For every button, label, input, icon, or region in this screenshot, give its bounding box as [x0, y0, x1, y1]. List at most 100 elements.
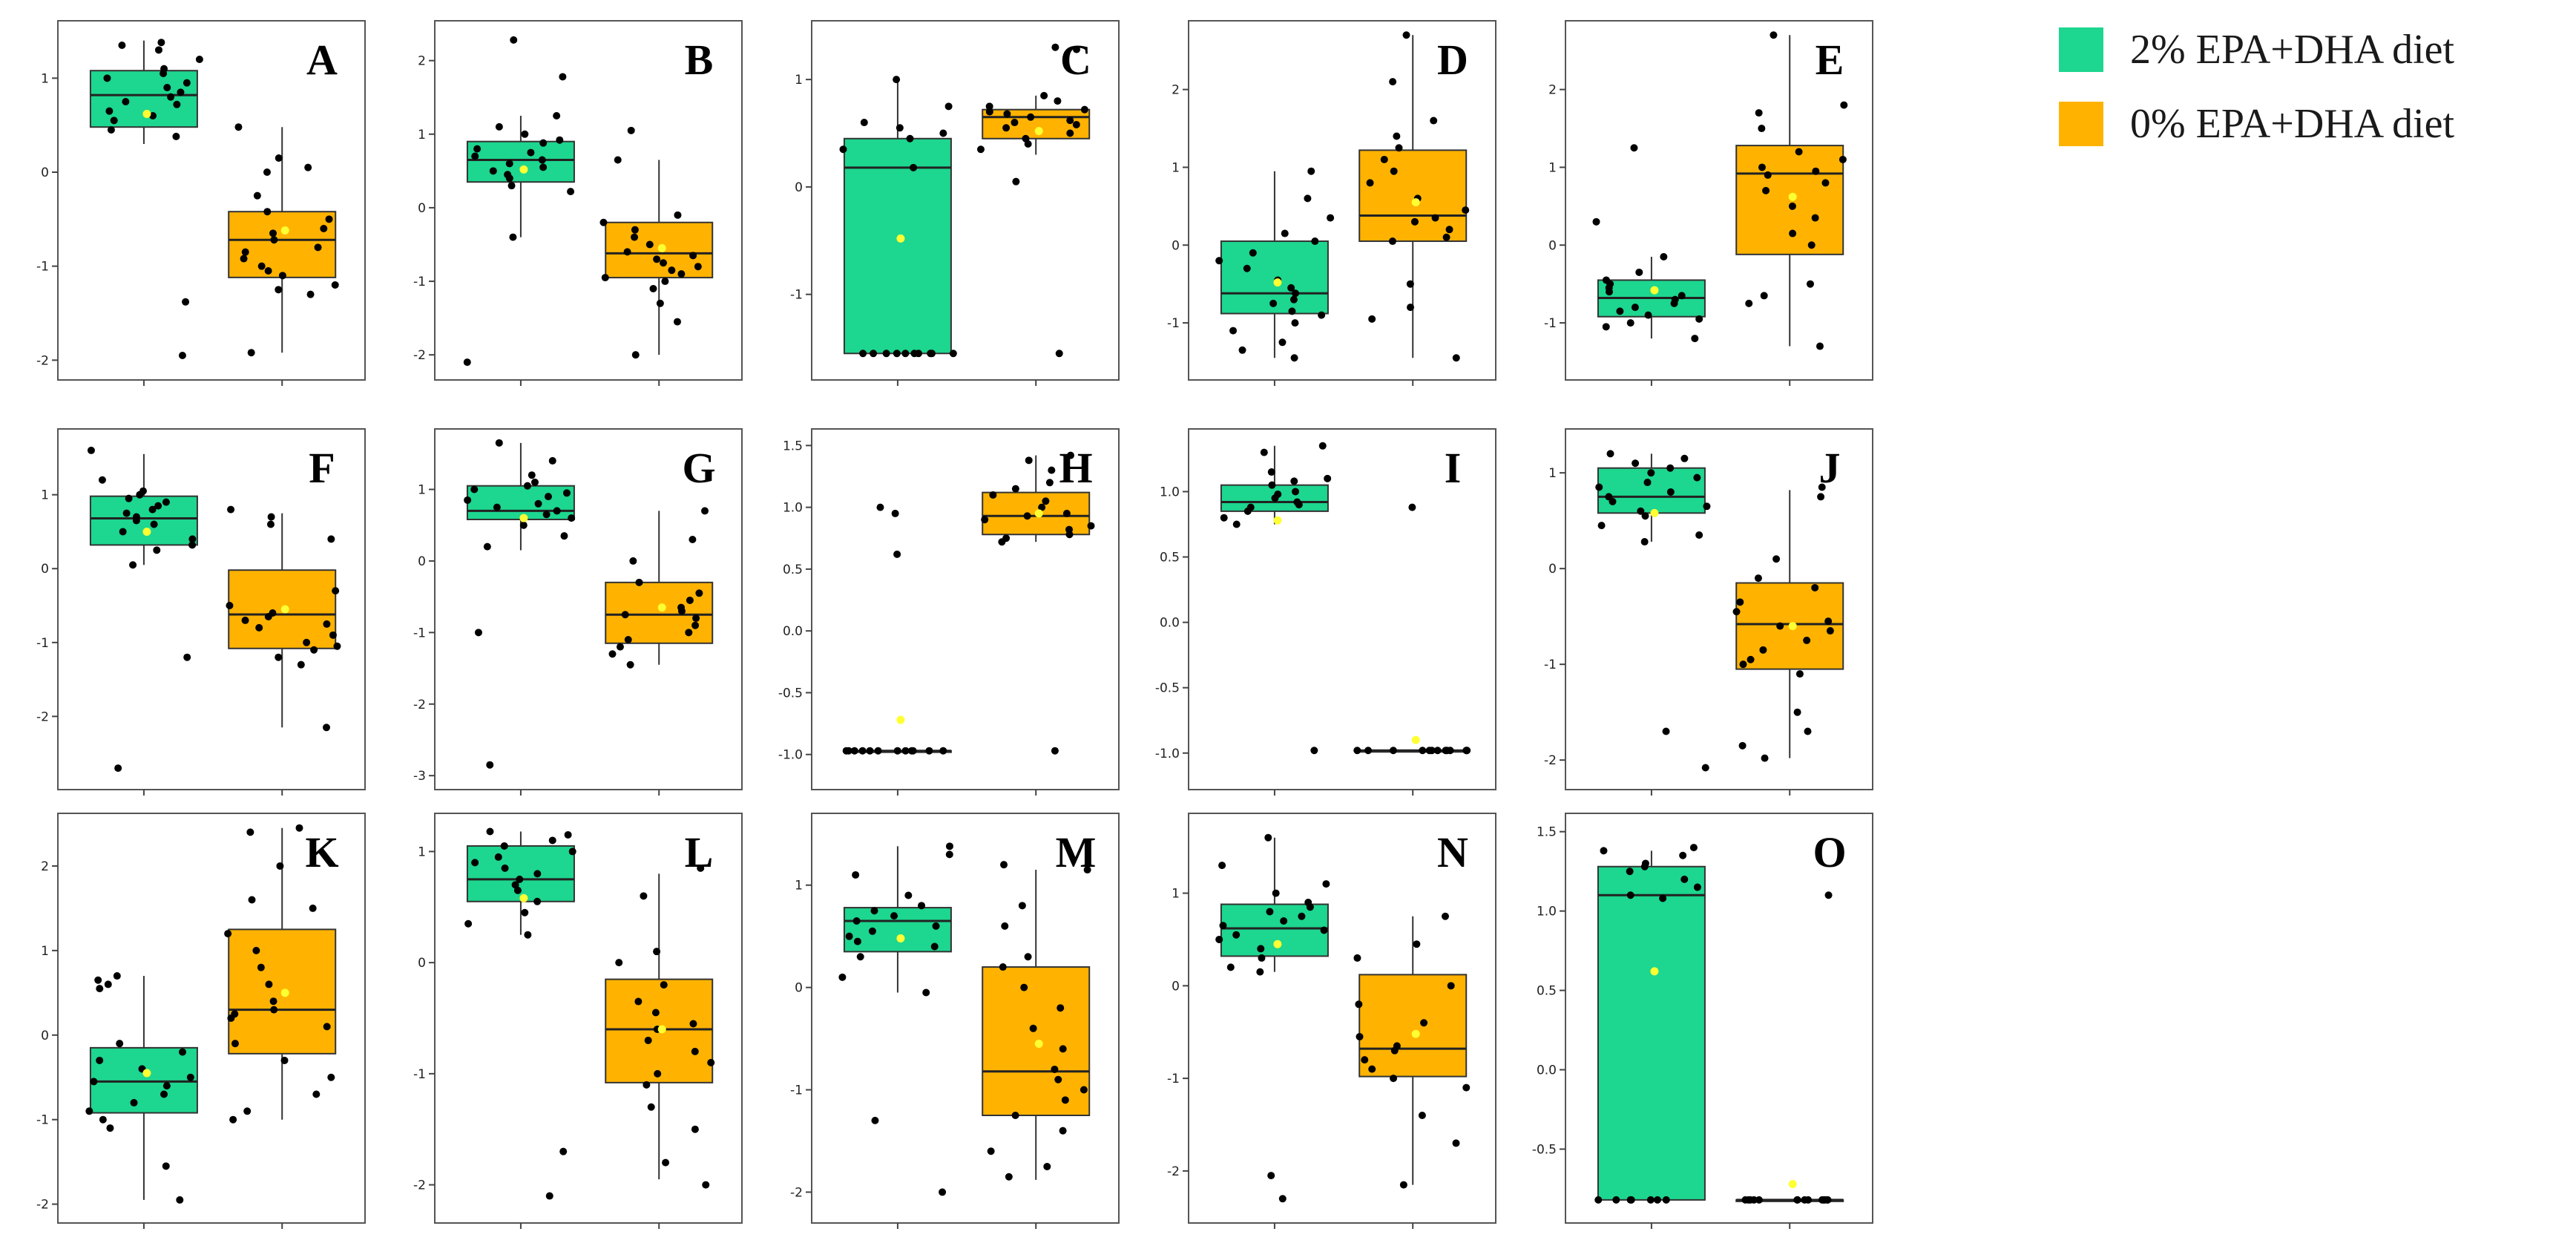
y-tick-label: 0.0: [1537, 1063, 1557, 1078]
data-point: [901, 350, 910, 358]
data-point: [516, 875, 524, 883]
panel-frame: [811, 428, 1120, 790]
data-point: [495, 439, 503, 447]
data-point: [653, 948, 661, 956]
mean-marker-2pct: [896, 934, 905, 942]
data-point: [176, 1196, 184, 1204]
data-point: [691, 621, 700, 629]
data-point: [327, 1073, 335, 1081]
data-point: [1402, 31, 1410, 39]
data-point: [614, 156, 622, 164]
y-tick-label: -1: [36, 1113, 49, 1128]
data-point: [505, 160, 513, 168]
data-point: [901, 747, 910, 755]
data-point: [264, 612, 272, 620]
data-point: [183, 79, 191, 87]
data-point: [1744, 1196, 1752, 1204]
data-point: [122, 98, 130, 105]
y-tick-label: 0.5: [783, 563, 803, 577]
data-point: [1755, 109, 1763, 117]
y-tick-label: 0: [1172, 979, 1180, 994]
data-point: [686, 596, 694, 604]
mean-marker-2pct: [1273, 940, 1282, 948]
data-point: [1408, 503, 1416, 511]
data-point: [1264, 833, 1272, 842]
data-point: [327, 535, 335, 543]
data-point: [1355, 1000, 1363, 1009]
data-point: [1812, 167, 1820, 175]
y-tick-label: -1: [1544, 316, 1557, 331]
data-point: [1038, 503, 1046, 511]
data-point: [1660, 253, 1668, 260]
panel-letter: K: [305, 828, 338, 876]
y-tick-label: 0.0: [783, 624, 803, 639]
data-point: [985, 108, 993, 116]
data-point: [125, 494, 133, 502]
data-point: [1027, 113, 1035, 121]
data-point: [1380, 155, 1388, 163]
legend-swatch-2pct: [2059, 27, 2103, 72]
data-point: [1266, 908, 1274, 916]
y-tick-label: 1: [41, 71, 49, 86]
data-point: [1662, 727, 1670, 735]
data-point: [845, 932, 853, 940]
data-point: [649, 284, 657, 292]
mean-marker-0pct: [1411, 198, 1420, 207]
data-point: [309, 904, 317, 912]
data-point: [608, 650, 617, 658]
data-point: [1356, 1032, 1364, 1040]
data-point: [1662, 1196, 1670, 1204]
data-point: [1811, 583, 1819, 591]
data-point: [1666, 488, 1675, 496]
data-point: [269, 229, 277, 237]
data-point: [501, 864, 509, 872]
data-point: [234, 123, 243, 131]
data-point: [856, 953, 864, 961]
y-tick-label: 1: [418, 482, 426, 497]
legend: 2% EPA+DHA diet 0% EPA+DHA diet: [2059, 16, 2571, 187]
data-point: [976, 145, 985, 154]
y-tick-label: 1: [1172, 887, 1180, 902]
data-point: [1024, 953, 1032, 961]
data-point: [240, 255, 248, 263]
data-point: [179, 1048, 187, 1056]
data-point: [1659, 894, 1667, 902]
data-point: [556, 136, 564, 144]
box-0pct: [1358, 974, 1468, 1078]
data-point: [999, 963, 1007, 971]
data-point: [265, 980, 273, 988]
data-point: [1811, 214, 1819, 222]
y-tick-label: 1: [1548, 466, 1557, 481]
y-tick-label: 2: [1548, 83, 1557, 98]
data-point: [1025, 456, 1033, 465]
y-tick-label: -1: [790, 288, 803, 303]
data-point: [1406, 280, 1414, 288]
data-point: [322, 724, 330, 732]
data-point: [1452, 354, 1460, 362]
data-point: [640, 892, 648, 900]
data-point: [129, 561, 137, 569]
data-point: [891, 509, 899, 517]
data-point: [1680, 454, 1689, 462]
data-point: [183, 653, 191, 661]
data-point: [303, 638, 311, 646]
data-point: [981, 516, 989, 524]
data-point: [103, 74, 111, 82]
data-point: [548, 836, 556, 845]
data-point: [1695, 531, 1703, 540]
data-point: [483, 542, 491, 551]
panel-frame: [57, 20, 366, 381]
data-point: [1278, 338, 1287, 347]
data-point: [661, 278, 669, 286]
data-point: [1795, 148, 1803, 156]
data-point: [94, 976, 102, 984]
data-point: [651, 1009, 660, 1017]
data-point: [464, 919, 473, 928]
data-point: [1083, 866, 1091, 874]
data-point: [1430, 117, 1438, 125]
data-point: [1051, 1065, 1059, 1073]
data-point: [224, 930, 232, 938]
data-point: [275, 653, 283, 661]
data-point: [1647, 469, 1655, 477]
